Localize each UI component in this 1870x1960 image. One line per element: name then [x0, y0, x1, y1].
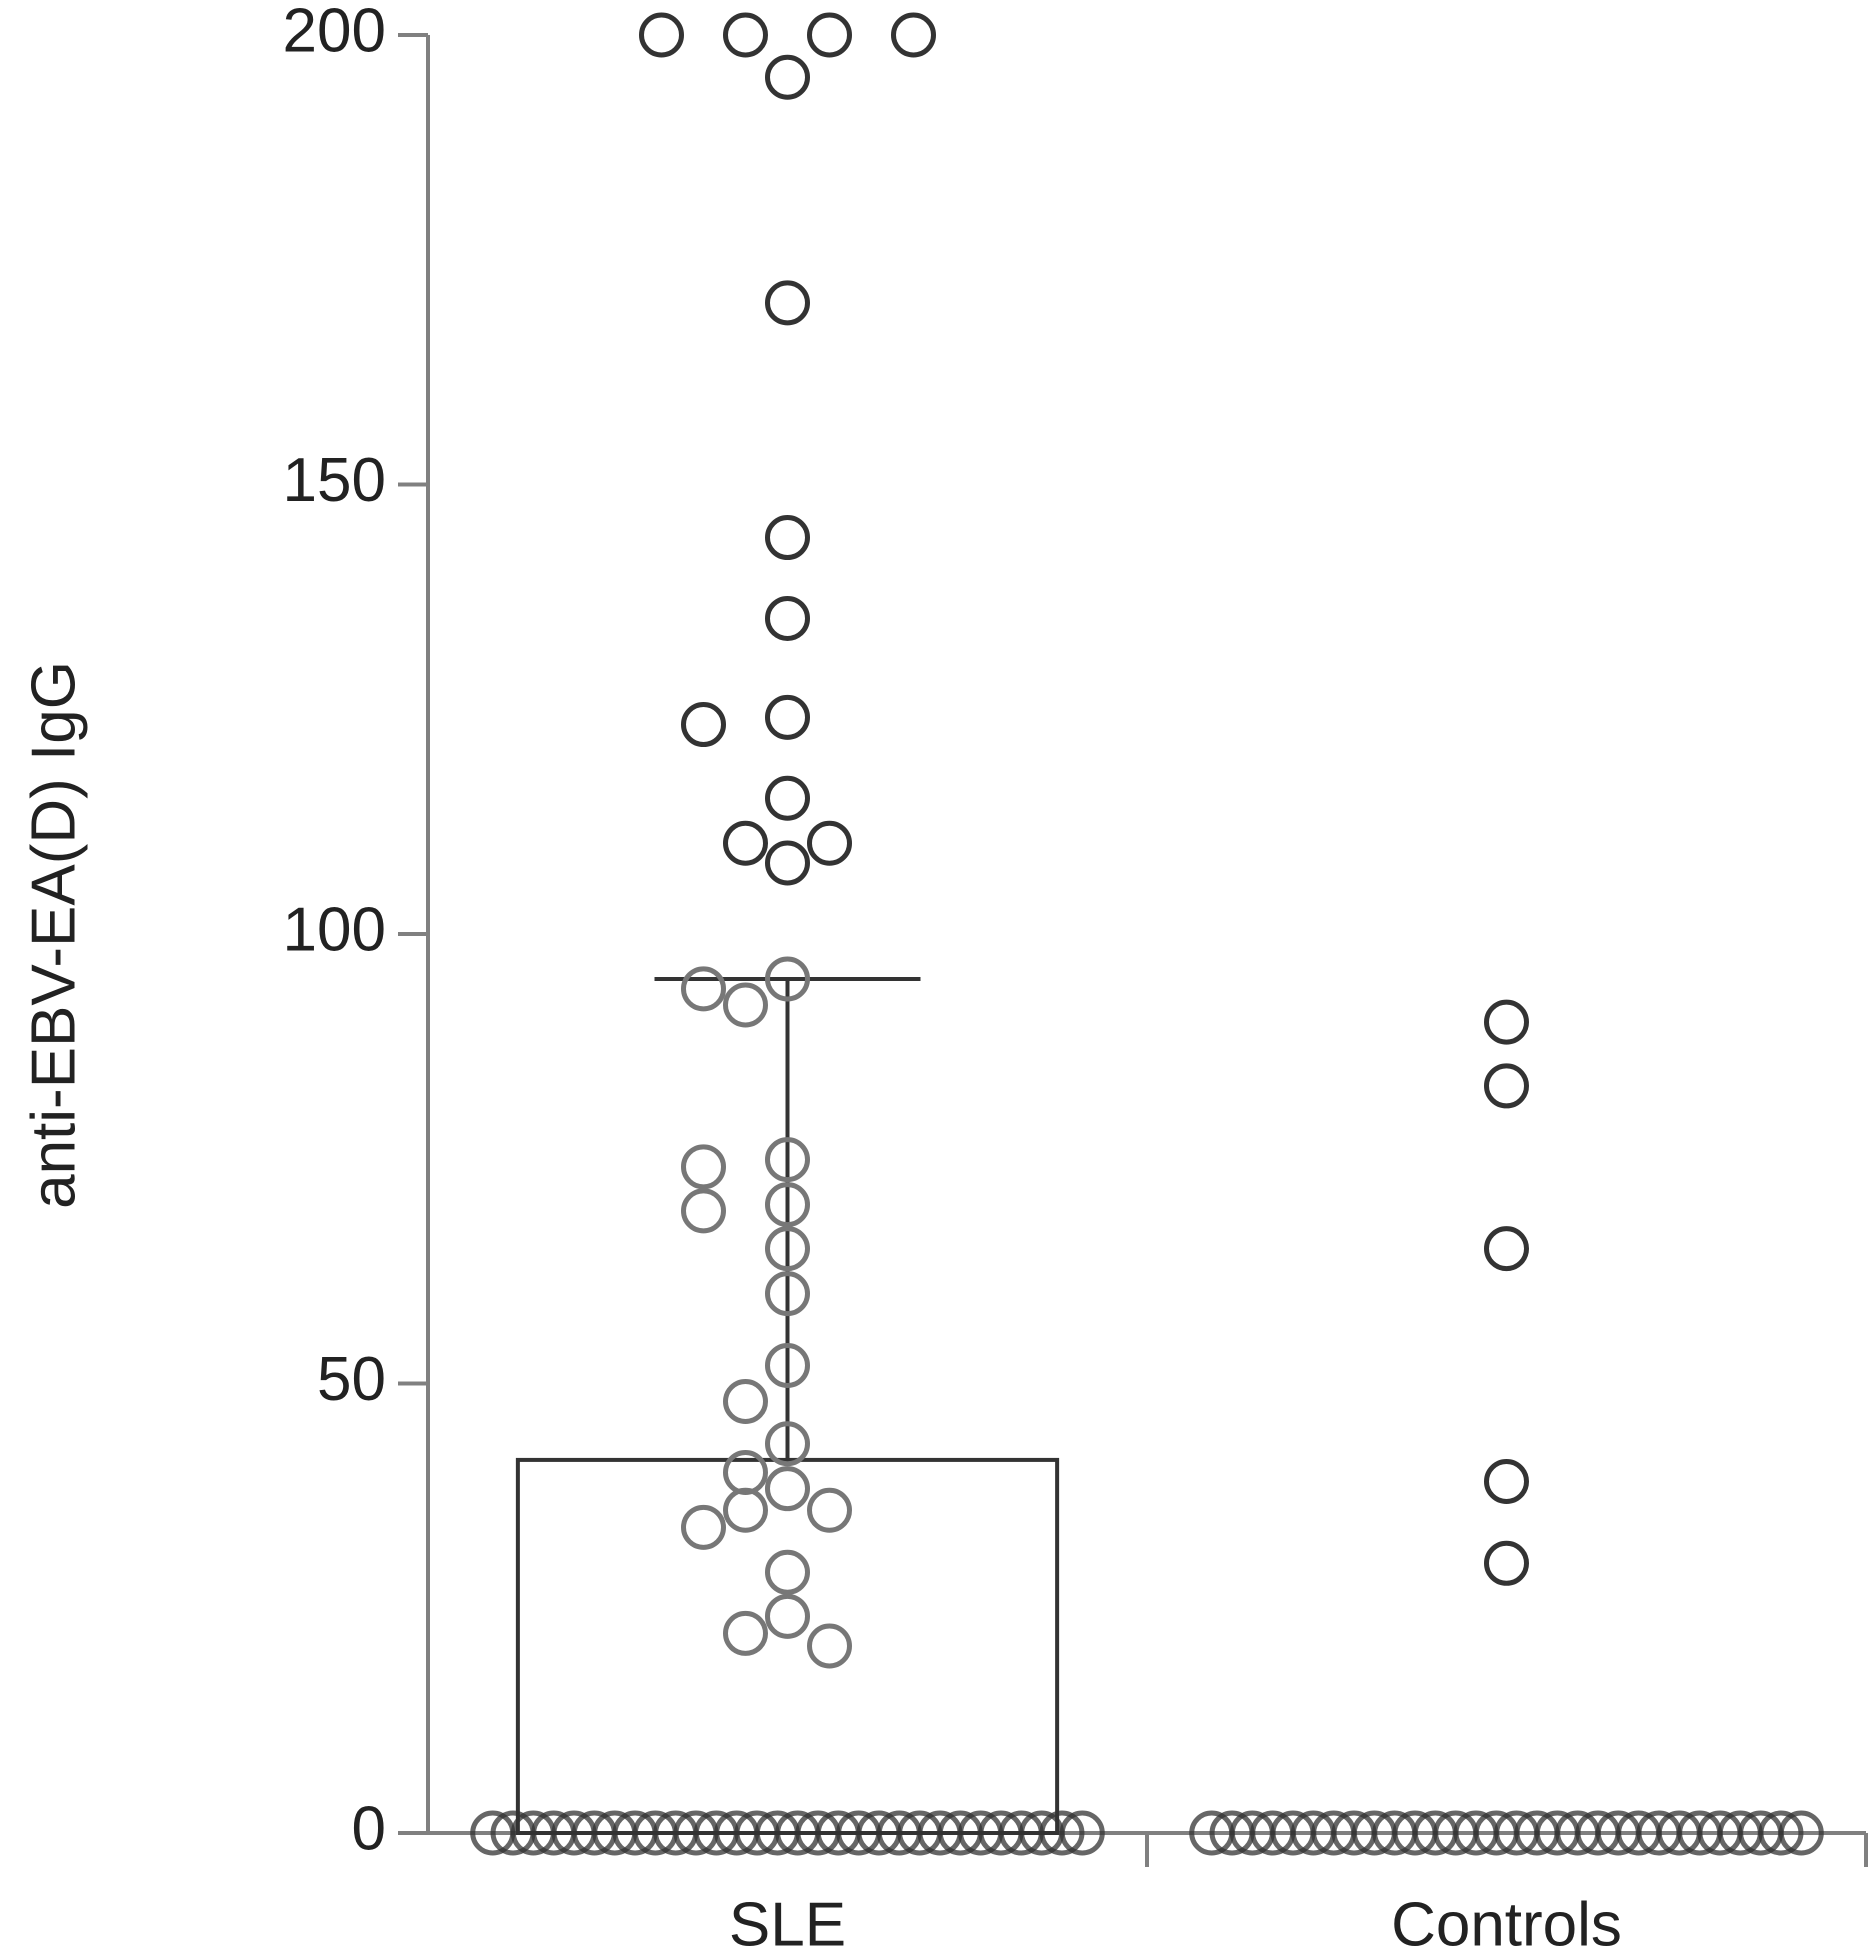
data-point	[765, 840, 810, 886]
data-point	[807, 1487, 852, 1533]
data-point	[1758, 1810, 1804, 1856]
data-point	[723, 820, 768, 866]
bar	[515, 1457, 1060, 1836]
y-tick-label: 200	[283, 0, 386, 65]
data-point	[765, 1466, 810, 1512]
y-tick-label: 0	[352, 1794, 386, 1863]
data-point	[765, 1549, 810, 1595]
data-point	[807, 820, 852, 866]
data-point	[765, 515, 810, 561]
data-point	[807, 12, 852, 58]
data-point	[765, 280, 810, 326]
data-point	[681, 702, 726, 748]
data-point	[1059, 1810, 1105, 1856]
data-point	[681, 1188, 726, 1234]
data-point	[807, 1623, 852, 1669]
data-point	[765, 1343, 810, 1389]
data-point	[765, 694, 810, 740]
data-point	[1484, 1458, 1529, 1504]
x-tick-label: SLE	[729, 1890, 846, 1955]
data-point	[765, 595, 810, 641]
data-point	[1778, 1810, 1824, 1856]
data-point	[765, 956, 810, 1002]
data-point	[681, 966, 726, 1012]
y-axis-title: anti-EBV-EA(D) IgG	[19, 661, 88, 1209]
data-point	[765, 1271, 810, 1317]
y-tick-label: 100	[283, 895, 386, 964]
data-point	[765, 1137, 810, 1183]
data-point	[765, 1421, 810, 1467]
data-point	[1484, 999, 1529, 1045]
data-point	[681, 1144, 726, 1190]
data-point	[1039, 1810, 1085, 1856]
data-point	[681, 1504, 726, 1550]
y-tick-label: 50	[317, 1345, 386, 1414]
data-point	[639, 12, 684, 58]
data-point	[723, 1487, 768, 1533]
data-point	[765, 1593, 810, 1639]
data-point	[723, 1610, 768, 1656]
x-tick-label: Controls	[1391, 1890, 1622, 1955]
data-point	[723, 12, 768, 58]
error-bar	[654, 976, 921, 1460]
data-point	[1484, 1540, 1529, 1586]
data-point	[765, 775, 810, 821]
data-point	[765, 1226, 810, 1272]
data-point	[891, 12, 936, 58]
data-point	[1484, 1226, 1529, 1272]
data-point	[765, 54, 810, 100]
data-point	[723, 1378, 768, 1424]
data-point	[1484, 1063, 1529, 1109]
data-point	[723, 982, 768, 1028]
data-point	[765, 1182, 810, 1228]
y-tick-label: 150	[283, 446, 386, 515]
